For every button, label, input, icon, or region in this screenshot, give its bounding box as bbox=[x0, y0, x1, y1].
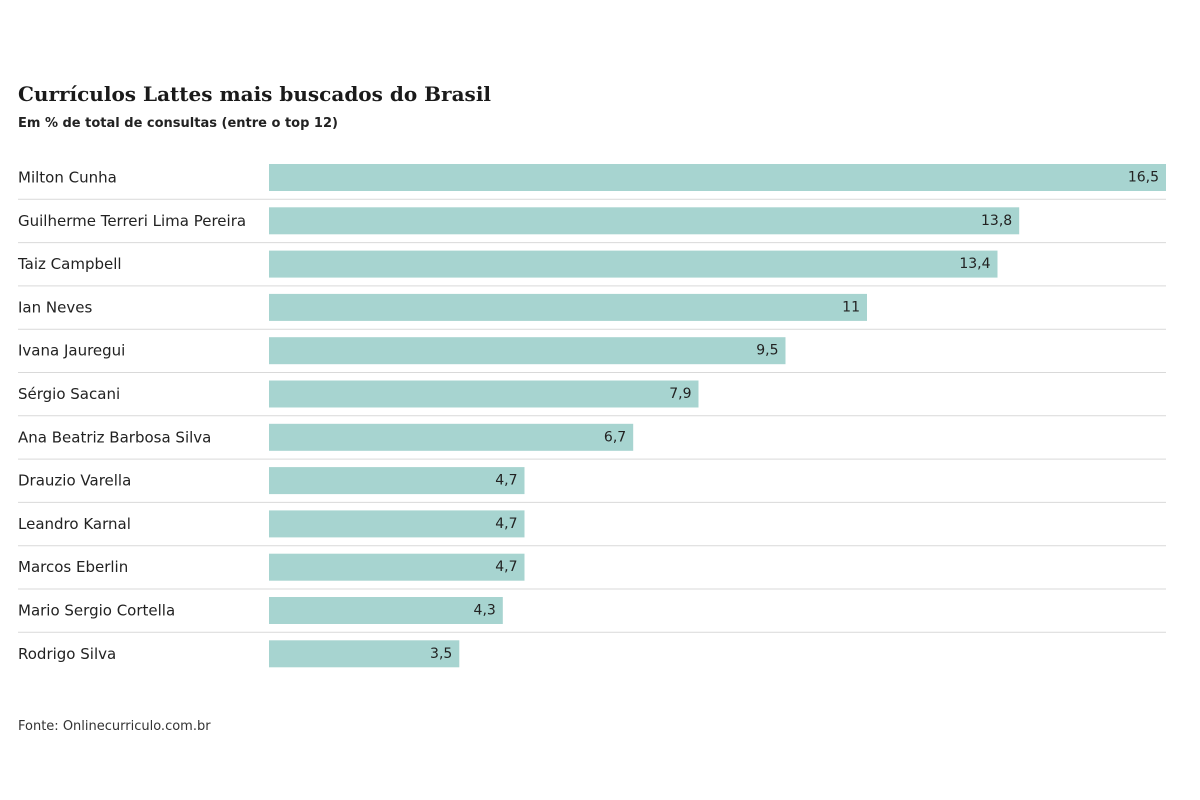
value-label: 7,9 bbox=[669, 386, 691, 402]
value-label: 11 bbox=[842, 299, 860, 315]
value-label: 6,7 bbox=[604, 429, 626, 445]
category-label: Guilherme Terreri Lima Pereira bbox=[18, 212, 246, 230]
bar bbox=[269, 164, 1166, 191]
value-label: 9,5 bbox=[756, 343, 778, 359]
bar bbox=[269, 380, 699, 408]
value-label: 16,5 bbox=[1128, 170, 1159, 186]
value-label: 3,5 bbox=[430, 646, 452, 662]
category-label: Marcos Eberlin bbox=[18, 558, 128, 576]
category-label: Drauzio Varella bbox=[18, 472, 131, 490]
bar bbox=[269, 510, 525, 538]
source-note: Fonte: Onlinecurriculo.com.br bbox=[18, 719, 211, 734]
value-label: 4,7 bbox=[495, 473, 517, 489]
bar bbox=[269, 553, 525, 581]
chart-title: Currículos Lattes mais buscados do Brasi… bbox=[18, 82, 492, 106]
value-label: 13,4 bbox=[959, 256, 990, 272]
category-label: Ana Beatriz Barbosa Silva bbox=[18, 428, 211, 446]
value-label: 4,3 bbox=[474, 603, 496, 619]
category-label: Leandro Karnal bbox=[18, 515, 131, 533]
bar bbox=[269, 293, 867, 321]
bar bbox=[269, 640, 460, 668]
bar bbox=[269, 597, 503, 624]
category-label: Mario Sergio Cortella bbox=[18, 602, 175, 620]
category-label: Ian Neves bbox=[18, 298, 92, 316]
category-label: Sérgio Sacani bbox=[18, 385, 120, 403]
bar bbox=[269, 337, 786, 365]
category-label: Rodrigo Silva bbox=[18, 645, 116, 663]
bar bbox=[269, 423, 634, 451]
value-label: 13,8 bbox=[981, 213, 1012, 229]
category-label: Milton Cunha bbox=[18, 169, 117, 187]
category-label: Ivana Jauregui bbox=[18, 342, 125, 360]
bar bbox=[269, 207, 1020, 235]
category-label: Taiz Campbell bbox=[17, 255, 122, 273]
value-label: 4,7 bbox=[495, 559, 517, 575]
value-label: 4,7 bbox=[495, 516, 517, 532]
bar bbox=[269, 250, 998, 278]
chart-subtitle: Em % de total de consultas (entre o top … bbox=[18, 116, 338, 131]
bar bbox=[269, 467, 525, 495]
